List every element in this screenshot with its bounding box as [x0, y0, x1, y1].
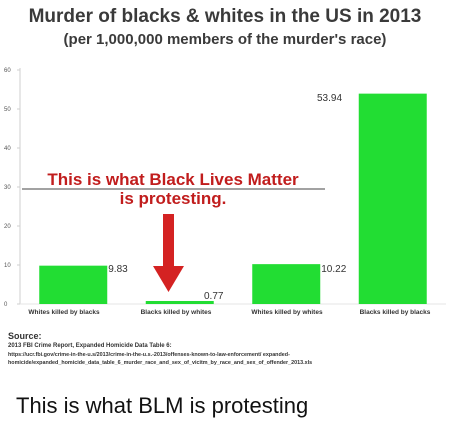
- arrow-shaft: [163, 214, 174, 270]
- y-tick-label: 50: [4, 107, 11, 113]
- bar: [358, 93, 427, 304]
- data-label: 53.94: [317, 93, 342, 104]
- chart-title: Murder of blacks & whites in the US in 2…: [28, 6, 422, 27]
- x-tick-label: Whites killed by whites: [251, 309, 323, 316]
- y-tick-label: 30: [4, 185, 11, 191]
- chart-subtitle: (per 1,000,000 members of the murder's r…: [63, 31, 387, 48]
- bar: [145, 300, 214, 304]
- x-tick-label: Whites killed by blacks: [28, 309, 100, 316]
- y-tick-label: 20: [4, 224, 11, 230]
- data-label: 0.77: [204, 291, 224, 302]
- bar: [252, 264, 321, 304]
- annotation-line-1: This is what Black Lives Matter: [47, 170, 299, 189]
- y-tick-label: 60: [4, 68, 11, 74]
- source-citation: 2013 FBI Crime Report, Expanded Homicide…: [8, 343, 172, 349]
- bar: [39, 265, 108, 304]
- y-tick-label: 10: [4, 263, 11, 269]
- data-label: 9.83: [108, 264, 128, 275]
- caption: This is what BLM is protesting: [16, 393, 309, 418]
- data-label: 10.22: [321, 264, 346, 275]
- source-url: https://ucr.fbi.gov/crime-in-the-u.s/201…: [8, 352, 313, 366]
- arrow-head: [153, 266, 184, 292]
- x-tick-label: Blacks killed by blacks: [360, 309, 431, 316]
- annotation-line-2: is protesting.: [120, 189, 227, 208]
- source-label: Source:: [8, 331, 42, 341]
- y-tick-label: 40: [4, 146, 11, 152]
- x-tick-label: Blacks killed by whites: [141, 309, 212, 316]
- source-block: Source: 2013 FBI Crime Report, Expanded …: [8, 331, 448, 367]
- y-tick-label: 0: [4, 302, 8, 308]
